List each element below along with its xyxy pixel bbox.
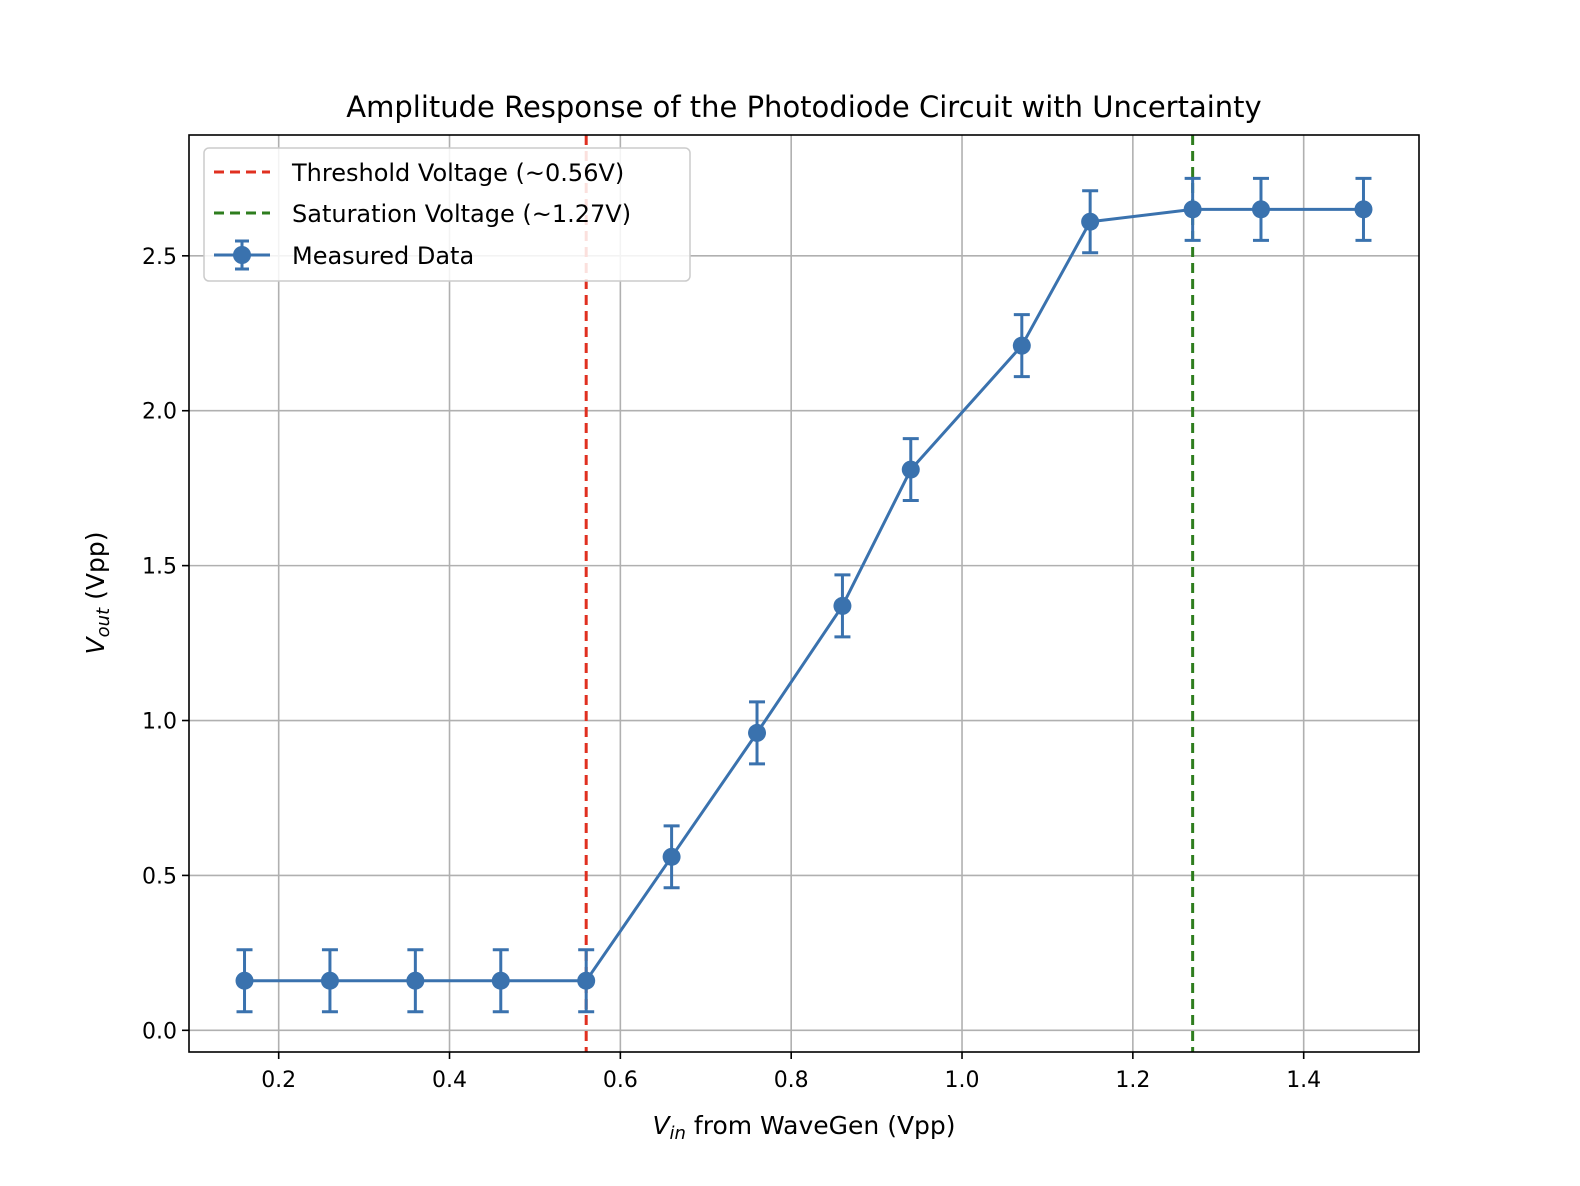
- x-tick-label: 0.6: [603, 1068, 638, 1093]
- legend-measured-label: Measured Data: [292, 242, 474, 270]
- data-point: [833, 596, 852, 615]
- x-tick-label: 0.8: [774, 1068, 809, 1093]
- y-axis-label-subscript: out: [93, 607, 114, 637]
- data-point: [1081, 212, 1100, 231]
- plot-frame: [188, 134, 1420, 1053]
- reference-lines: [584, 135, 1195, 1052]
- legend-measured-swatch-marker: [233, 246, 251, 264]
- data-point: [491, 971, 510, 990]
- legend-frame: [203, 147, 691, 282]
- y-tick-label: 0.5: [142, 864, 177, 889]
- data-point: [577, 971, 596, 990]
- measured-data-line: [244, 207, 1364, 983]
- x-axis-label-text: from WaveGen (Vpp): [686, 1111, 956, 1140]
- x-axis-label: Vin from WaveGen (Vpp): [652, 1111, 955, 1144]
- legend-threshold-label: Threshold Voltage (~0.56V): [291, 159, 624, 187]
- y-tick-label: 1.0: [142, 710, 177, 735]
- data-point: [320, 971, 339, 990]
- y-axis-label-symbol: V: [81, 635, 110, 654]
- x-tick-label: 1.2: [1115, 1068, 1150, 1093]
- data-point: [1183, 200, 1202, 219]
- x-tick-label: 1.0: [945, 1068, 980, 1093]
- y-tick-label: 2.5: [142, 245, 177, 270]
- y-tick-label: 2.0: [142, 400, 177, 425]
- x-axis-label-subscript: in: [670, 1123, 686, 1144]
- series-layer: [235, 176, 1373, 1014]
- x-tick-label: 0.2: [261, 1068, 296, 1093]
- x-tick-label: 1.4: [1286, 1068, 1321, 1093]
- legend: Threshold Voltage (~0.56V) Saturation Vo…: [203, 147, 691, 282]
- y-tick-label: 1.5: [142, 555, 177, 580]
- y-axis-label: Vout (Vpp): [81, 532, 114, 655]
- data-point: [901, 460, 920, 479]
- data-point: [1251, 200, 1270, 219]
- legend-saturation-label: Saturation Voltage (~1.27V): [292, 200, 631, 228]
- y-axis-label-text: (Vpp): [81, 532, 110, 608]
- data-point: [1012, 336, 1031, 355]
- grid: [189, 135, 1419, 1052]
- data-point: [1354, 200, 1373, 219]
- axis-ticks: 0.2 0.4 0.6 0.8 1.0 1.2 1.4 0.0 0.5 1.0 1.5 2.0 2.5: [142, 245, 1321, 1093]
- chart-title: Amplitude Response of the Photodiode Cir…: [346, 90, 1261, 124]
- x-tick-label: 0.4: [432, 1068, 467, 1093]
- x-axis-label-symbol: V: [652, 1111, 671, 1140]
- y-tick-label: 0.0: [142, 1019, 177, 1044]
- data-point: [235, 971, 254, 990]
- data-point: [662, 847, 681, 866]
- data-point: [748, 723, 767, 742]
- data-point: [406, 971, 425, 990]
